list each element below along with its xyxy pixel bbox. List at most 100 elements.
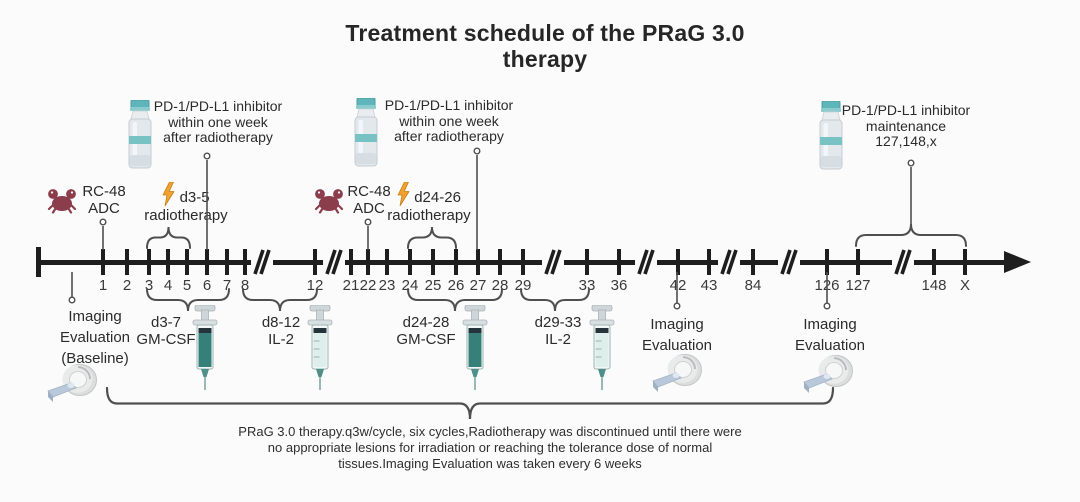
timeline-tick-day-127 (856, 249, 860, 275)
tick-label-day-29: 29 (514, 277, 532, 294)
imaging-baseline-label-line3: (Baseline) (61, 350, 129, 367)
timeline-break-mark (542, 249, 564, 275)
radiotherapy-1-label-days: d3-5 (179, 189, 210, 206)
radiotherapy-2-label-line2: radiotherapy (387, 207, 471, 224)
syringe-icon-3 (462, 305, 488, 391)
tick-label-day-1: 1 (98, 277, 108, 294)
tick-label-day-126: 126 (814, 277, 840, 294)
timeline-tick-day-148 (932, 249, 936, 275)
vial-icon-3 (817, 101, 845, 171)
tick-label-day-36: 36 (610, 277, 628, 294)
timeline-tick-day-2 (125, 249, 129, 275)
gmcsf-1-label-line2: GM-CSF (136, 331, 196, 348)
vial-1-label-line1: PD-1/PD-L1 inhibitor (153, 98, 283, 114)
syringe-icon-1 (192, 305, 218, 391)
adc-1-label-line1: RC-48 (82, 183, 126, 200)
brace-maintenance-127-x (855, 223, 967, 247)
vial-icon-1 (126, 100, 154, 170)
timeline-tick-day-1 (101, 249, 105, 275)
brace-d3-5-radiotherapy (146, 226, 191, 249)
connector-vial-2-dot (473, 147, 481, 155)
timeline-tick-day-23 (385, 249, 389, 275)
tick-label-day-12: 12 (306, 277, 324, 294)
tick-label-day-21: 21 (342, 277, 360, 294)
tick-label-day-127: 127 (845, 277, 871, 294)
tick-label-day-22: 22 (359, 277, 377, 294)
timeline-break-mark (635, 249, 657, 275)
connector-vial-3-dot (907, 159, 915, 167)
il2-1-label-line2: IL-2 (268, 331, 294, 348)
adc-1-label: RC-48 ADC (29, 183, 179, 217)
il2-1-label-line1: d8-12 (261, 314, 301, 331)
tick-label-day-23: 23 (378, 277, 396, 294)
timeline-tick-day-7 (225, 249, 229, 275)
footer-note: PRaG 3.0 therapy.q3w/cycle, six cycles,R… (170, 424, 810, 472)
timeline-tick-day-43 (707, 249, 711, 275)
imaging-42-label: Imaging Evaluation (602, 314, 752, 356)
crab-icon-1 (47, 186, 77, 214)
timeline-tick-day-21 (349, 249, 353, 275)
vial-3-label-line1: PD-1/PD-L1 inhibitor (841, 102, 971, 118)
vial-2-label-line1: PD-1/PD-L1 inhibitor (384, 97, 514, 113)
timeline-tick-day-6 (205, 249, 209, 275)
syringe-icon-4 (589, 305, 615, 391)
vial-2-label-line2: within one week (399, 112, 499, 129)
timeline-tick-day-84 (751, 249, 755, 275)
tick-label-day-33: 33 (578, 277, 596, 294)
adc-2-label: RC-48 ADC (294, 183, 444, 217)
il2-2-label: d29-33 IL-2 (483, 314, 633, 348)
gmcsf-2-label: d24-28 GM-CSF (351, 314, 501, 348)
radiotherapy-1-label: d3-5 radiotherapy (116, 182, 256, 225)
imaging-126-label-line2: Evaluation (794, 337, 866, 354)
tick-label-day-8: 8 (240, 277, 250, 294)
timeline-break-mark (778, 249, 800, 275)
imaging-baseline-label-line1: Imaging (68, 308, 122, 325)
vial-2-label-line3: after radiotherapy (394, 128, 504, 144)
adc-2-label-line1: RC-48 (347, 183, 391, 200)
vial-3-label-line3: 127,148,x (875, 133, 937, 149)
timeline-tick-day-4 (166, 249, 170, 275)
radiotherapy-1-label-line1: d3-5 (116, 182, 256, 207)
timeline-tick-day-126 (825, 249, 829, 275)
timeline-start-cap (36, 247, 41, 277)
timeline-tick-day-24 (408, 249, 412, 275)
adc-1-label-line2: ADC (88, 200, 120, 217)
vial-icon-2 (352, 98, 380, 168)
imaging-baseline-label: Imaging Evaluation (Baseline) (20, 306, 170, 369)
tick-label-day-4: 4 (163, 277, 173, 294)
ct-scanner-icon-3 (801, 354, 855, 396)
vial-2-label: PD-1/PD-L1 inhibitor within one week after… (374, 97, 524, 145)
tick-label-day-7: 7 (222, 277, 232, 294)
radiotherapy-2-label-line1: d24-26 (359, 182, 499, 207)
gmcsf-1-label: d3-7 GM-CSF (91, 314, 241, 348)
tick-label-day-148: 148 (921, 277, 947, 294)
il2-2-label-line2: IL-2 (545, 331, 571, 348)
tick-label-day-6: 6 (202, 277, 212, 294)
imaging-126-label-line1: Imaging (803, 316, 857, 333)
vial-3-label-line2: maintenance (865, 117, 947, 134)
il2-2-label-line1: d29-33 (534, 314, 582, 331)
tick-label-day-42: 42 (669, 277, 687, 294)
ct-scanner-icon-1 (45, 363, 99, 405)
connector-adc-1-dot (99, 218, 107, 226)
tick-label-day-5: 5 (182, 277, 192, 294)
imaging-42-label-line1: Imaging (650, 316, 704, 333)
vial-1-label-line2: within one week (168, 113, 268, 130)
radiotherapy-2-label-days: d24-26 (414, 189, 461, 206)
timeline-tick-day-X (963, 249, 967, 275)
gmcsf-2-label-line2: GM-CSF (396, 331, 456, 348)
lightning-bolt-icon (162, 182, 175, 206)
timeline-tick-day-29 (521, 249, 525, 275)
timeline-tick-day-8 (243, 249, 247, 275)
timeline-tick-day-25 (431, 249, 435, 275)
lightning-bolt-icon (397, 182, 410, 206)
timeline-tick-day-12 (313, 249, 317, 275)
vial-1-label-line3: after radiotherapy (163, 129, 273, 145)
radiotherapy-1-label-line2: radiotherapy (144, 207, 228, 224)
vial-3-label: PD-1/PD-L1 inhibitor maintenance 127,148,x (831, 102, 981, 150)
connector-vial-1-dot (203, 152, 211, 160)
vial-1-label: PD-1/PD-L1 inhibitor within one week after… (143, 98, 293, 146)
tick-label-day-3: 3 (144, 277, 154, 294)
imaging-126-label: Imaging Evaluation (755, 314, 905, 356)
